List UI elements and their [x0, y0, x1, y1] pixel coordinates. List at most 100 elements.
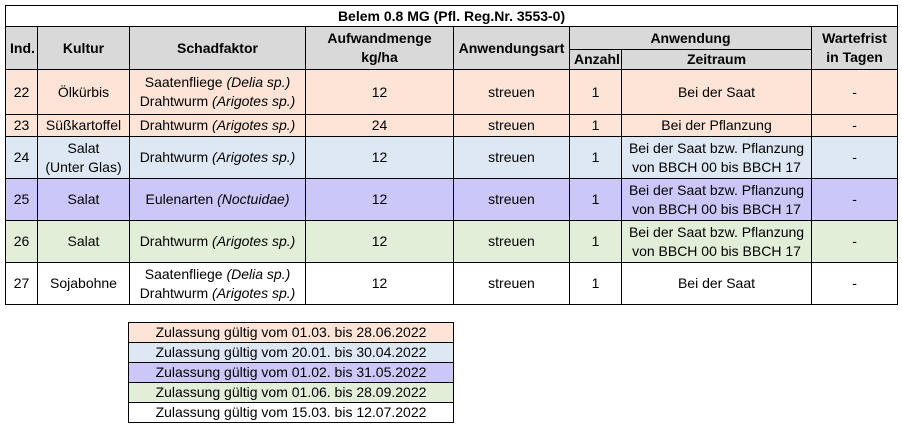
cell-schadfaktor: Saatenfliege (Delia sp.) Drahtwurm (Arig…	[129, 69, 306, 115]
cell-anwendungsart: streuen	[453, 220, 570, 263]
legend-entry: Zulassung gültig vom 01.02. bis 31.05.20…	[128, 362, 454, 383]
zeitraum-line1: Bei der Pflanzung	[661, 117, 772, 133]
zeitraum-line1: Bei der Saat bzw. Pflanzung	[628, 223, 805, 240]
pest-1: Eulenarten (Noctuidae)	[134, 190, 301, 209]
cell-kultur: Salat	[37, 178, 130, 221]
header-anzahl: Anzahl	[569, 49, 622, 70]
pest-1-name: Saatenfliege	[144, 265, 227, 282]
cell-anzahl: 1	[569, 114, 622, 137]
cell-kultur: Salat	[37, 220, 130, 263]
pest-1-latin: (Arigotes sp.)	[212, 117, 296, 133]
pest-1: Saatenfliege (Delia sp.)	[134, 265, 301, 284]
cell-wartefrist: -	[810, 178, 899, 221]
zeitraum-line2: von BBCH 00 bis BBCH 17	[632, 158, 801, 175]
kultur-note: (Unter Glas)	[45, 158, 122, 175]
cell-ind: 26	[5, 220, 38, 263]
cell-wartefrist: -	[810, 262, 899, 305]
cell-kultur: Sojabohne	[37, 262, 130, 305]
cell-anwendungsart: streuen	[453, 136, 570, 179]
table-row: 24 Salat (Unter Glas) Drahtwurm (Arigote…	[5, 136, 899, 179]
pest-1-name: Drahtwurm	[139, 117, 213, 133]
pest-1: Drahtwurm (Arigotes sp.)	[134, 116, 301, 135]
legend-entry: Zulassung gültig vom 01.03. bis 28.06.20…	[128, 322, 454, 343]
cell-zeitraum: Bei der Saat	[621, 69, 812, 115]
cell-wartefrist: -	[810, 136, 899, 179]
cell-anzahl: 1	[569, 69, 622, 115]
header-aufwandmenge: Aufwandmenge kg/ha	[305, 26, 454, 70]
cell-kultur: Süßkartoffel	[37, 114, 130, 137]
validity-legend: Zulassung gültig vom 01.03. bis 28.06.20…	[128, 322, 454, 423]
zeitraum-line1: Bei der Saat	[677, 275, 756, 291]
cell-ind: 23	[5, 114, 38, 137]
pest-1: Drahtwurm (Arigotes sp.)	[134, 232, 301, 251]
table-row: 22 Ölkürbis Saatenfliege (Delia sp.) Dra…	[5, 69, 899, 115]
cell-aufwandmenge: 24	[305, 114, 454, 137]
pest-1-name: Drahtwurm	[139, 233, 213, 249]
cell-anzahl: 1	[569, 220, 622, 263]
header-kultur: Kultur	[37, 26, 130, 70]
kultur-name: Salat	[67, 191, 100, 207]
pest-1: Saatenfliege (Delia sp.)	[134, 73, 301, 92]
legend-row: Zulassung gültig vom 20.01. bis 30.04.20…	[128, 342, 454, 363]
legend-row: Zulassung gültig vom 01.06. bis 28.09.20…	[128, 382, 454, 403]
pest-2: Drahtwurm (Arigotes sp.)	[134, 284, 301, 303]
pest-2-name: Drahtwurm	[139, 93, 213, 109]
zeitraum-line2: von BBCH 00 bis BBCH 17	[632, 200, 801, 217]
pest-2: Drahtwurm (Arigotes sp.)	[134, 92, 301, 111]
cell-schadfaktor: Drahtwurm (Arigotes sp.)	[129, 136, 306, 179]
cell-ind: 22	[5, 69, 38, 115]
cell-anwendungsart: streuen	[453, 178, 570, 221]
pest-1-latin: (Delia sp.)	[226, 265, 291, 282]
cell-anzahl: 1	[569, 262, 622, 305]
header-schadfaktor: Schadfaktor	[129, 26, 306, 70]
cell-aufwandmenge: 12	[305, 220, 454, 263]
cell-anzahl: 1	[569, 178, 622, 221]
kultur-name: Süßkartoffel	[45, 117, 122, 133]
zeitraum-line1: Bei der Saat bzw. Pflanzung	[628, 139, 805, 156]
pest-1-latin: (Delia sp.)	[226, 74, 291, 90]
pest-2-latin: (Arigotes sp.)	[212, 284, 296, 301]
table-row: 26 Salat Drahtwurm (Arigotes sp.) 12 str…	[5, 220, 899, 263]
cell-zeitraum: Bei der Saat	[621, 262, 812, 305]
cell-anwendungsart: streuen	[453, 262, 570, 305]
cell-kultur: Ölkürbis	[37, 69, 130, 115]
cell-aufwandmenge: 12	[305, 178, 454, 221]
approval-table: Belem 0.8 MG (Pfl. Reg.Nr. 3553-0) Ind. …	[4, 5, 899, 305]
cell-zeitraum: Bei der Saat bzw. Pflanzung von BBCH 00 …	[621, 178, 812, 221]
zeitraum-line2: von BBCH 00 bis BBCH 17	[632, 242, 801, 259]
cell-aufwandmenge: 12	[305, 136, 454, 179]
legend-row: Zulassung gültig vom 15.03. bis 12.07.20…	[128, 402, 454, 423]
kultur-name: Sojabohne	[50, 275, 117, 291]
cell-ind: 25	[5, 178, 38, 221]
pest-1-name: Drahtwurm	[139, 149, 213, 165]
cell-schadfaktor: Saatenfliege (Delia sp.) Drahtwurm (Arig…	[129, 262, 306, 305]
pest-2-name: Drahtwurm	[139, 284, 213, 301]
pest-1-latin: (Arigotes sp.)	[212, 233, 296, 249]
table-row: 27 Sojabohne Saatenfliege (Delia sp.) Dr…	[5, 262, 899, 305]
header-anwendungsart: Anwendungsart	[453, 26, 570, 70]
table-row: 23 Süßkartoffel Drahtwurm (Arigotes sp.)…	[5, 114, 899, 137]
pest-1: Drahtwurm (Arigotes sp.)	[134, 148, 301, 167]
kultur-name: Salat	[67, 139, 100, 156]
cell-aufwandmenge: 12	[305, 262, 454, 305]
zeitraum-line1: Bei der Saat bzw. Pflanzung	[628, 181, 805, 198]
cell-anzahl: 1	[569, 136, 622, 179]
legend-entry: Zulassung gültig vom 01.06. bis 28.09.20…	[128, 382, 454, 403]
header-zeitraum: Zeitraum	[621, 49, 812, 70]
pest-1-latin: (Noctuidae)	[217, 191, 290, 207]
cell-ind: 27	[5, 262, 38, 305]
cell-aufwandmenge: 12	[305, 69, 454, 115]
legend-row: Zulassung gültig vom 01.02. bis 31.05.20…	[128, 362, 454, 383]
cell-schadfaktor: Eulenarten (Noctuidae)	[129, 178, 306, 221]
header-aufwandmenge-unit: kg/ha	[361, 49, 398, 65]
cell-schadfaktor: Drahtwurm (Arigotes sp.)	[129, 220, 306, 263]
pest-1-name: Eulenarten	[145, 191, 218, 207]
cell-wartefrist: -	[810, 69, 899, 115]
pest-1-name: Saatenfliege	[144, 74, 227, 90]
zeitraum-line1: Bei der Saat	[677, 83, 756, 100]
header-ind: Ind.	[5, 26, 38, 70]
header-aufwandmenge-line1: Aufwandmenge	[327, 30, 432, 46]
pest-1-latin: (Arigotes sp.)	[212, 149, 296, 165]
header-wartefrist-line2: in Tagen	[826, 49, 883, 65]
cell-wartefrist: -	[810, 114, 899, 137]
